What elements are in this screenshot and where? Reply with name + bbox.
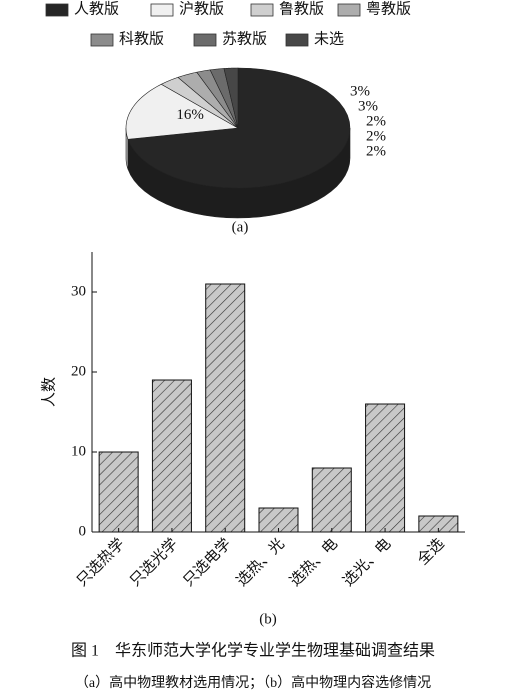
bar [258,507,299,533]
legend-label: 人教版 [74,0,119,17]
data-label: 3% [350,83,370,99]
legend-swatch [250,3,274,17]
figure-subcaption: （a）高中物理教材选用情况；（b）高中物理内容选修情况 [75,674,431,691]
y-tick-label: 30 [71,283,86,299]
legend-swatch [337,3,361,17]
x-tick-label: 只选热学 [73,535,127,589]
bar [311,467,352,533]
pie-slice [125,83,239,140]
legend-label: 苏教版 [222,30,267,47]
legend-label: 未选 [314,30,344,47]
x-tick-label: 全选 [414,535,448,569]
y-axis-label: 人数 [40,377,57,407]
y-tick-label: 10 [71,443,86,459]
bar [205,283,246,533]
x-tick-label: 选热、光 [233,535,287,589]
y-tick-label: 20 [71,363,86,379]
bar [151,379,192,533]
pie-slice [127,67,351,189]
legend-label: 粤教版 [366,0,411,17]
pie-slice [223,67,239,129]
x-tick-label: 选光、电 [340,535,394,589]
panel-label: (a) [232,219,249,235]
data-label: 3% [358,98,378,114]
legend-swatch [150,3,174,17]
x-tick-label: 只选电学 [180,535,234,589]
legend-swatch [285,33,309,47]
y-tick-label: 0 [79,523,87,539]
legend-label: 沪教版 [179,0,224,17]
bar [98,451,139,533]
legend-swatch [193,33,217,47]
data-label: 16% [176,107,204,123]
panel-label: (b) [259,611,277,627]
x-tick-label: 只选光学 [127,535,181,589]
data-label: 2% [366,143,386,159]
pie-slice [196,69,239,129]
data-label: 2% [366,128,386,144]
legend-swatch [45,3,69,17]
figure-caption: 图 1 华东师范大学化学专业学生物理基础调查结果 [71,642,435,660]
x-tick-label: 选热、电 [287,535,341,589]
pie-slice [177,71,239,129]
legend-label: 科教版 [119,30,164,47]
data-label: 2% [366,113,386,129]
legend-label: 鲁教版 [279,0,324,17]
legend-swatch [90,33,114,47]
pie-slice [160,77,239,129]
pie-slice [209,68,239,129]
bar [365,403,406,533]
